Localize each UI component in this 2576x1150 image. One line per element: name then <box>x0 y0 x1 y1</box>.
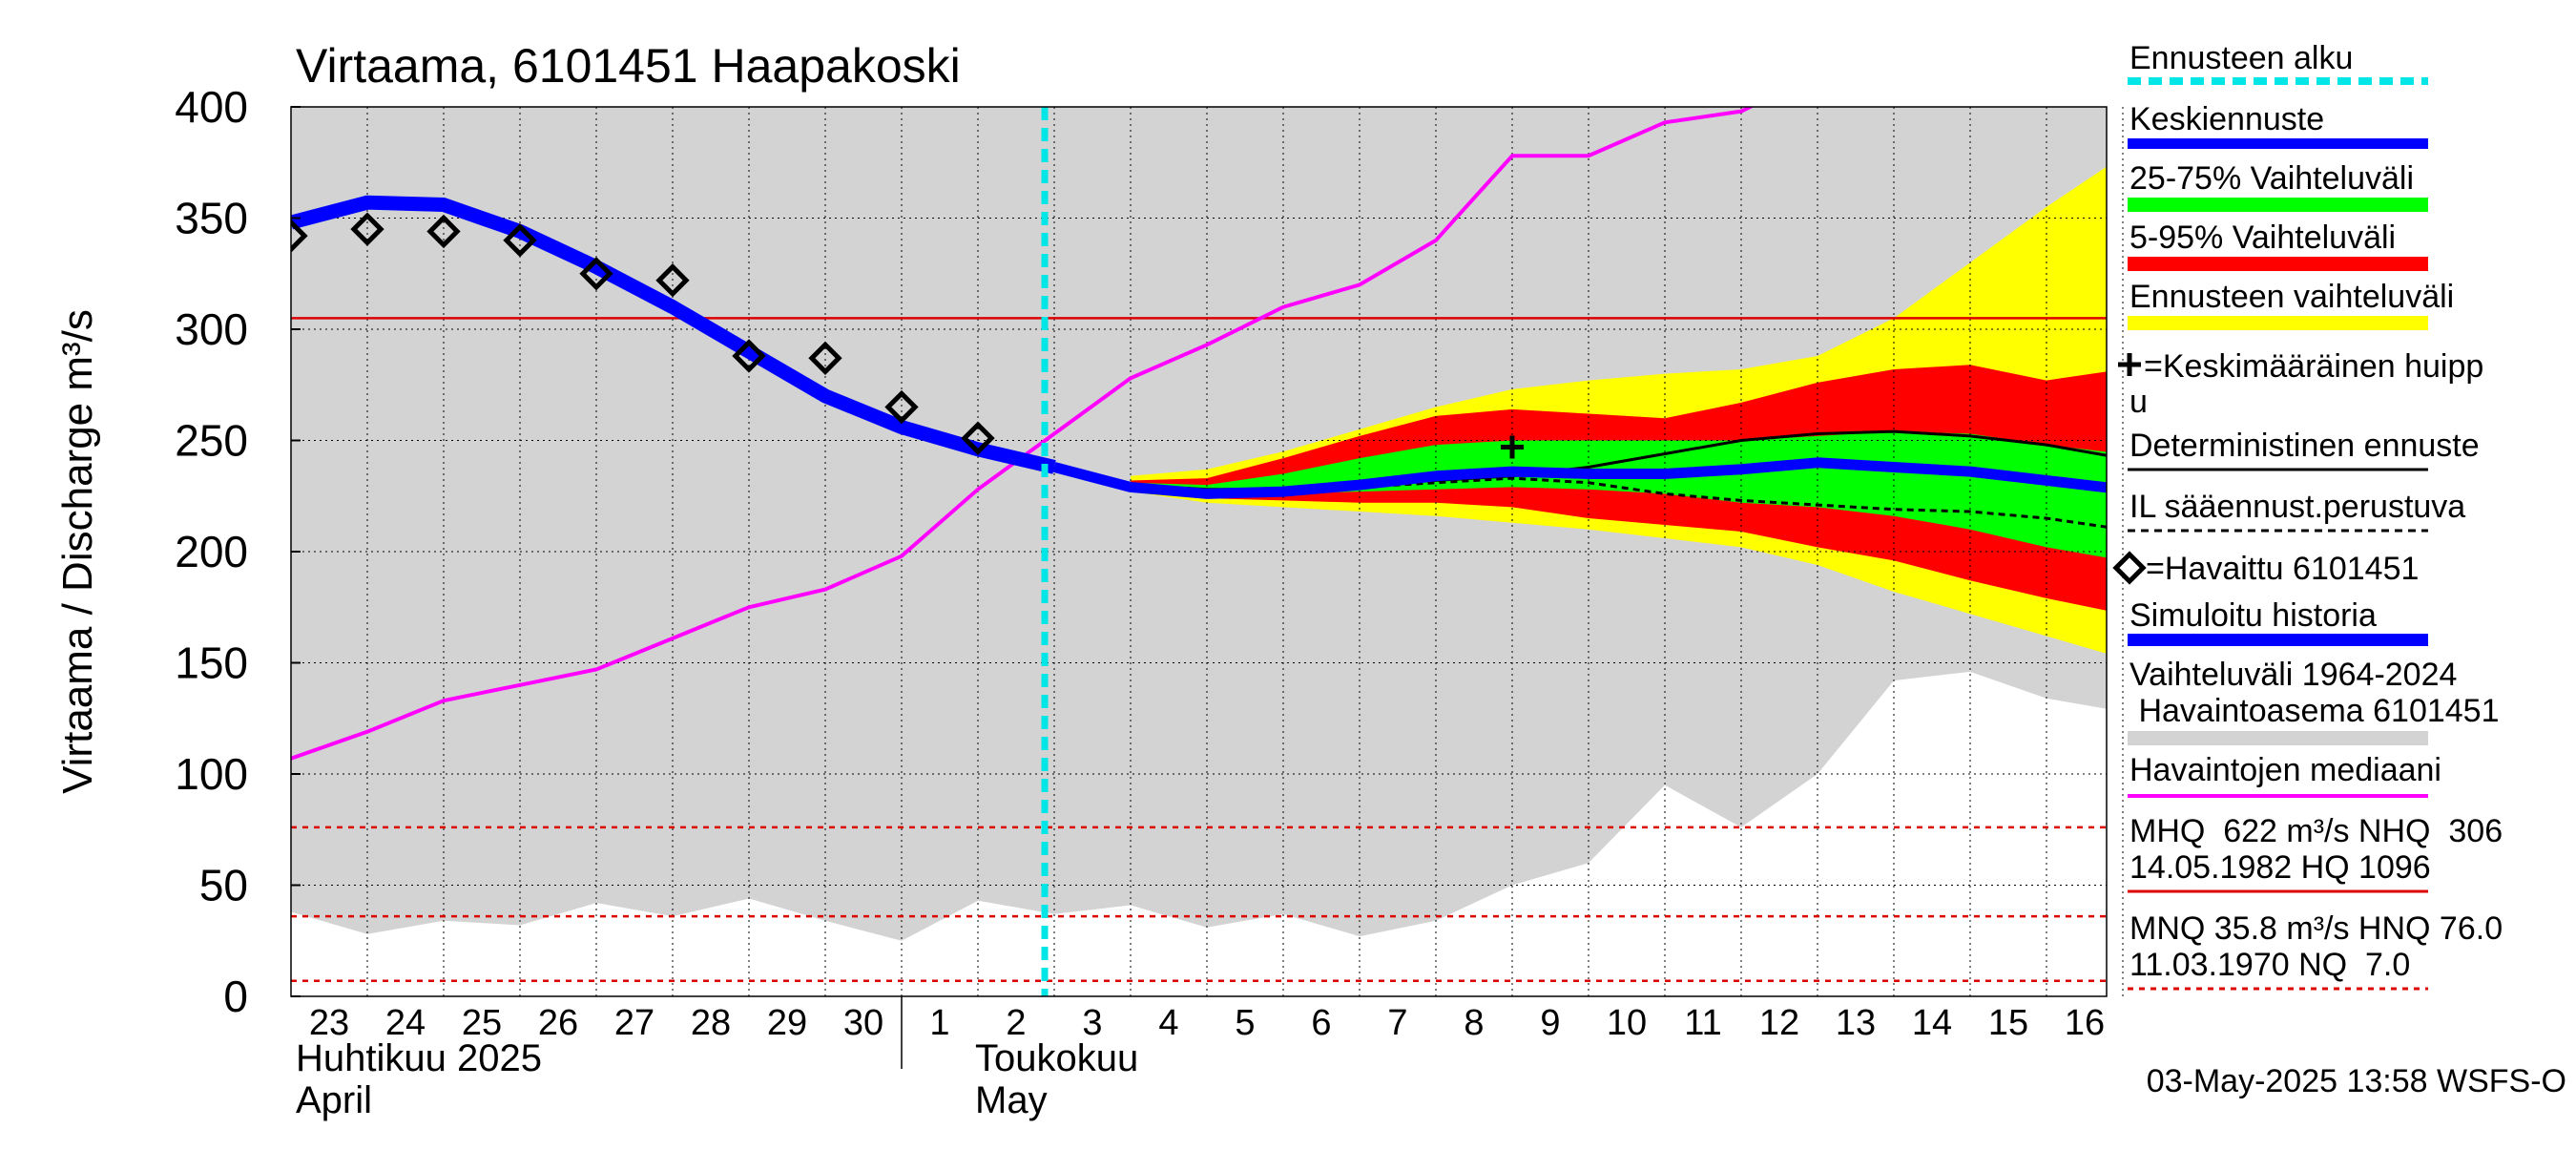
x-tick-label: 4 <box>1158 1003 1178 1043</box>
month-label-may-en: May <box>975 1079 1048 1121</box>
x-tick-label: 1 <box>929 1003 949 1043</box>
legend-swatch-simulated <box>2128 634 2428 646</box>
historical-range-area <box>291 107 2107 941</box>
legend-label-forecast-start: Ennusteen alku <box>2129 40 2353 76</box>
y-tick-label: 200 <box>175 527 248 576</box>
observed-point <box>732 339 766 373</box>
x-tick-label: 16 <box>2065 1003 2105 1043</box>
y-tick-label: 350 <box>175 194 248 243</box>
y-tick-label: 0 <box>223 972 248 1021</box>
observed-point <box>808 341 842 375</box>
observed-point <box>291 219 308 253</box>
legend-label-hist-range-2: Havaintoasema 6101451 <box>2129 693 2500 729</box>
x-tick-label: 25 <box>462 1003 502 1043</box>
y-tick-label: 100 <box>175 749 248 799</box>
observed-point <box>426 214 461 249</box>
median-line <box>291 107 1755 761</box>
legend-label-p2575: 25-75% Vaihteluväli <box>2129 160 2414 197</box>
legend-label-mnq: MNQ 35.8 m³/s HNQ 76.0 <box>2129 910 2503 947</box>
markers-layer <box>291 107 1524 996</box>
gridlines <box>290 107 2124 996</box>
x-tick-label: 12 <box>1759 1003 1799 1043</box>
observed-point <box>961 421 995 455</box>
legend-label-il: IL sääennust.perustuva <box>2129 489 2465 525</box>
x-tick-label: 23 <box>309 1003 349 1043</box>
observed-point <box>350 212 384 246</box>
simulated-history-line <box>291 195 1056 474</box>
x-tick-label: 15 <box>1988 1003 2028 1043</box>
chart-title: Virtaama, 6101451 Haapakoski <box>296 39 961 93</box>
legend-swatch-observed-diamond-icon <box>2112 551 2147 585</box>
x-tick-label: 28 <box>691 1003 731 1043</box>
x-tick-label: 9 <box>1540 1003 1560 1043</box>
legend-label-simulated: Simuloitu historia <box>2129 597 2377 634</box>
mean-forecast-line <box>1052 457 2107 499</box>
legend-label-p595: 5-95% Vaihteluväli <box>2129 220 2396 256</box>
legend-label-forecast-range: Ennusteen vaihteluväli <box>2129 279 2454 315</box>
y-tick-label: 150 <box>175 638 248 688</box>
series-lines-layer <box>291 107 2107 982</box>
observed-point <box>884 389 919 425</box>
x-tick-label: 26 <box>538 1003 578 1043</box>
x-tick-label: 30 <box>843 1003 883 1043</box>
legend-swatch-mean <box>2128 138 2428 149</box>
legend-swatch-p2575 <box>2128 198 2428 212</box>
x-tick-label: 5 <box>1235 1003 1255 1043</box>
historical-range-layer <box>291 107 2107 941</box>
x-tick-label: 8 <box>1464 1003 1484 1043</box>
legend-label-hq: 14.05.1982 HQ 1096 <box>2129 849 2431 886</box>
legend-label-observed: =Havaittu 6101451 <box>2146 551 2419 587</box>
legend-label-nq: 11.03.1970 NQ 7.0 <box>2129 947 2410 983</box>
legend: Ennusteen alku Keskiennuste 25-75% Vaiht… <box>2112 40 2503 991</box>
month-label-may-fi: Toukokuu <box>975 1037 1138 1079</box>
x-tick-label: 13 <box>1836 1003 1876 1043</box>
y-tick-label: 250 <box>175 416 248 466</box>
legend-label-median: Havaintojen mediaani <box>2129 752 2441 788</box>
y-tick-label: 50 <box>199 861 248 910</box>
observed-point <box>579 257 613 291</box>
observed-point <box>655 263 690 298</box>
legend-swatch-peak-plus-icon <box>2118 353 2141 376</box>
y-tick-label: 400 <box>175 82 248 132</box>
timestamp: 03-May-2025 13:58 WSFS-O <box>2147 1063 2566 1099</box>
legend-swatch-forecast-range <box>2128 316 2428 330</box>
x-tick-label: 3 <box>1082 1003 1102 1043</box>
x-tick-label: 27 <box>614 1003 654 1043</box>
x-tick-label: 10 <box>1607 1003 1647 1043</box>
legend-label-peak: =Keskimääräinen huipp <box>2144 348 2483 385</box>
x-tick-label: 11 <box>1684 1003 1721 1043</box>
mean-peak-marker <box>1501 435 1524 459</box>
legend-label-mean: Keskiennuste <box>2129 101 2324 137</box>
x-tick-label: 29 <box>767 1003 807 1043</box>
legend-label-hist-range-1: Vaihteluväli 1964-2024 <box>2129 657 2457 693</box>
x-tick-label: 6 <box>1311 1003 1331 1043</box>
x-tick-label: 7 <box>1387 1003 1407 1043</box>
legend-swatch-p595 <box>2128 257 2428 271</box>
legend-label-peak-wrap: u <box>2129 384 2148 420</box>
month-label-april-fi: Huhtikuu 2025 <box>296 1037 542 1079</box>
x-tick-label: 14 <box>1912 1003 1952 1043</box>
y-axis-label: Virtaama / Discharge m³/s <box>54 309 101 794</box>
x-tick-label: 24 <box>385 1003 426 1043</box>
observed-point <box>503 223 537 258</box>
month-label-april-en: April <box>296 1079 372 1121</box>
x-tick-label: 2 <box>1006 1003 1026 1043</box>
legend-swatch-hist-range <box>2128 731 2428 745</box>
legend-label-mhq: MHQ 622 m³/s NHQ 306 <box>2129 813 2503 849</box>
y-tick-label: 300 <box>175 304 248 354</box>
legend-label-deterministic: Deterministinen ennuste <box>2129 428 2480 464</box>
